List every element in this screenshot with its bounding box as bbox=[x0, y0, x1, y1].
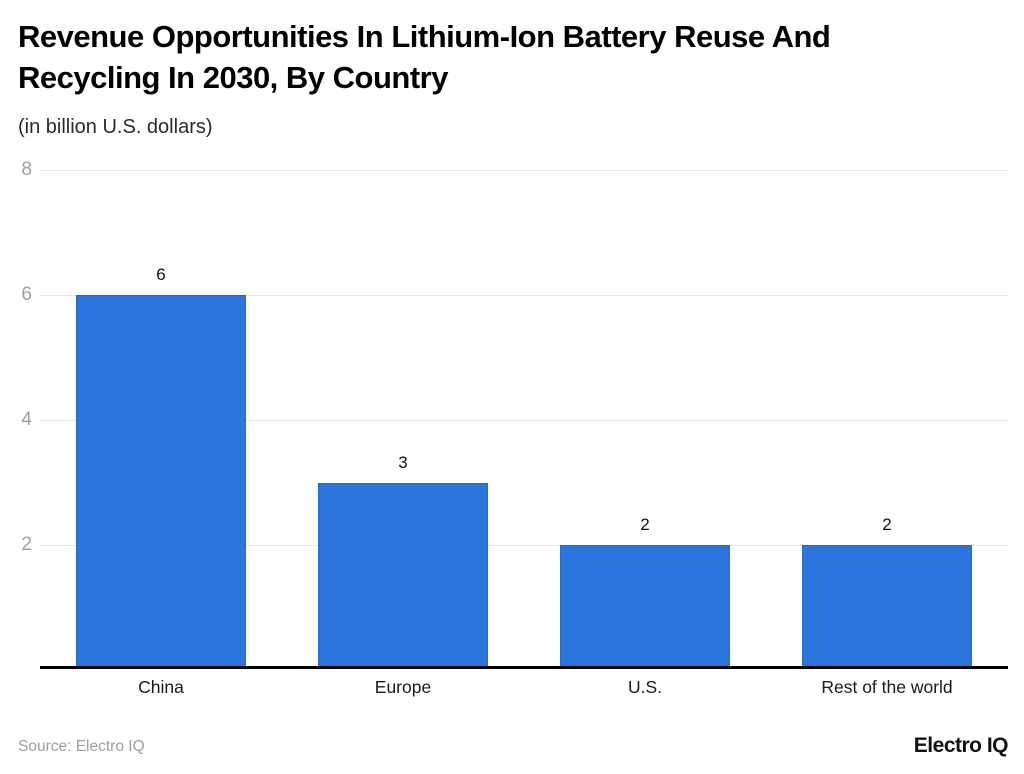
gridline bbox=[40, 545, 1008, 546]
y-tick-label: 6 bbox=[21, 284, 32, 305]
bar-value-label: 6 bbox=[156, 265, 166, 284]
x-axis-category-label: U.S. bbox=[627, 677, 663, 697]
brand-logo: Electro IQ bbox=[913, 734, 1009, 757]
x-axis-category-label: Rest of the world bbox=[821, 677, 953, 697]
bar-value-label: 2 bbox=[882, 515, 892, 534]
gridline bbox=[40, 295, 1008, 296]
bar-value-label: 3 bbox=[398, 452, 408, 472]
x-axis-line bbox=[40, 666, 1008, 669]
gridline bbox=[40, 170, 1008, 171]
bar-u-s- bbox=[560, 545, 730, 667]
x-axis-category-label: China bbox=[138, 677, 184, 697]
bar-europe bbox=[318, 482, 488, 667]
y-tick-label: 8 bbox=[21, 159, 32, 180]
chart-title: Revenue Opportunities In Lithium-Ion Bat… bbox=[18, 19, 831, 95]
y-tick-label: 2 bbox=[21, 534, 32, 555]
y-tick-label: 4 bbox=[21, 409, 32, 430]
bar-value-label: 2 bbox=[640, 515, 650, 534]
gridline bbox=[40, 420, 1008, 421]
bar-china bbox=[76, 295, 246, 667]
chart-subtitle: (in billion U.S. dollars) bbox=[18, 116, 213, 138]
x-axis-category-label: Europe bbox=[374, 677, 432, 697]
bar-rest-of-the-world bbox=[802, 545, 972, 667]
source-text: Source: Electro IQ bbox=[18, 738, 145, 755]
